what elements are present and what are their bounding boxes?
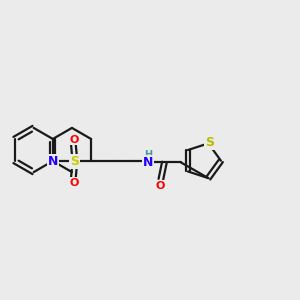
Text: O: O bbox=[155, 181, 164, 191]
Text: N: N bbox=[143, 156, 153, 169]
Text: O: O bbox=[70, 134, 79, 145]
Text: S: S bbox=[205, 136, 214, 149]
Text: S: S bbox=[70, 154, 80, 167]
Text: N: N bbox=[48, 154, 58, 167]
Text: H: H bbox=[144, 150, 152, 160]
Text: O: O bbox=[70, 178, 79, 188]
